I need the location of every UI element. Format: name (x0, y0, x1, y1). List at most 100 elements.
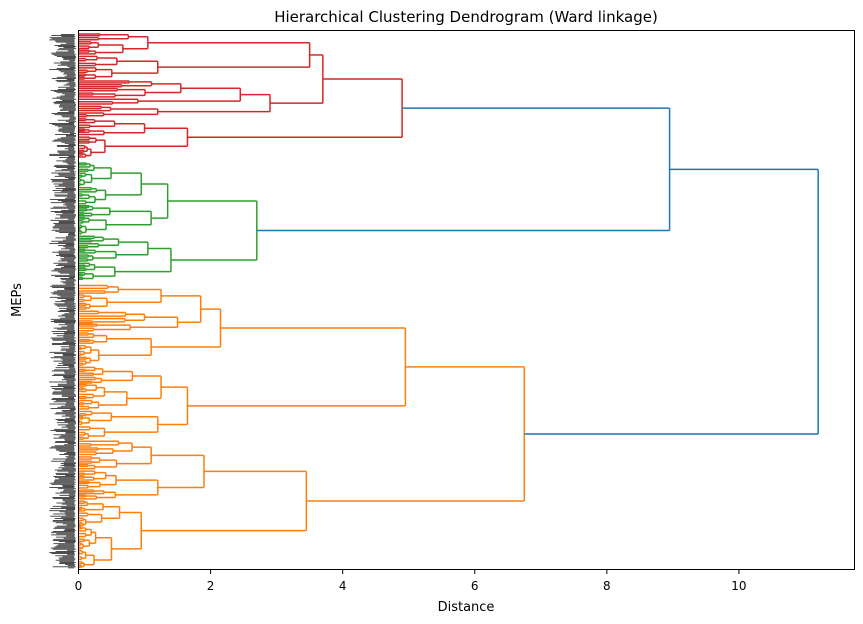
leaf-label-mark (58, 362, 76, 364)
leaf-label-mark (54, 442, 76, 443)
leaf-label-mark (53, 223, 76, 224)
leaf-label-mark (57, 365, 75, 366)
leaf-label-mark (63, 364, 75, 365)
leaf-label-mark (61, 248, 76, 250)
leaf-label-mark (50, 408, 76, 409)
leaf-label-mark (53, 183, 75, 185)
leaf-label-mark (58, 478, 75, 480)
leaf-label-mark (69, 133, 76, 134)
leaf-label-mark (61, 410, 75, 411)
leaf-label-mark (65, 244, 75, 245)
leaf-label-mark (65, 247, 75, 249)
leaf-label-mark (58, 245, 75, 246)
leaf-label-mark (57, 173, 76, 175)
leaf-label-mark (68, 397, 75, 398)
leaf-label-mark (62, 116, 76, 118)
leaf-label-mark (54, 125, 75, 127)
leaf-label-mark (54, 164, 75, 166)
leaf-label-mark (57, 112, 75, 113)
leaf-label-mark (62, 556, 75, 558)
leaf-label-mark (61, 36, 76, 37)
leaf-label-mark (52, 505, 75, 507)
leaf-label-mark (68, 82, 76, 84)
leaf-label-mark (52, 97, 75, 99)
leaf-label-mark (53, 481, 76, 483)
leaf-label-mark (62, 93, 76, 95)
leaf-label-mark (49, 123, 75, 124)
leaf-label-mark (51, 240, 75, 242)
leaf-label-mark (63, 537, 76, 539)
leaf-label-mark (60, 463, 76, 464)
leaf-label-mark (63, 371, 76, 373)
leaf-label-mark (53, 291, 75, 293)
leaf-label-mark (58, 263, 76, 265)
leaf-label-mark (68, 111, 75, 112)
leaf-label-mark (66, 402, 75, 404)
leaf-label-mark (58, 86, 75, 88)
leaf-label-mark (66, 196, 76, 198)
leaf-label-mark (67, 549, 75, 551)
leaf-label-mark (56, 160, 75, 162)
leaf-label-mark (54, 114, 75, 116)
leaf-label-mark (62, 131, 75, 133)
leaf-label-mark (52, 124, 75, 125)
leaf-label-mark (63, 257, 76, 259)
leaf-label-mark (61, 191, 75, 193)
leaf-label-mark (66, 158, 75, 160)
leaf-label-mark (61, 141, 76, 143)
leaf-label-mark (57, 488, 76, 490)
leaf-label-mark (66, 382, 75, 384)
leaf-label-mark (62, 485, 75, 486)
leaf-label-mark (52, 392, 75, 394)
leaf-label-mark (56, 92, 76, 94)
leaf-label-mark (64, 288, 76, 289)
leaf-label-mark (50, 337, 76, 339)
leaf-label-mark (60, 61, 75, 63)
leaf-label-mark (53, 262, 76, 264)
leaf-label-mark (56, 41, 75, 43)
leaf-label-mark (52, 338, 75, 340)
leaf-label-mark (63, 530, 76, 531)
leaf-label-mark (64, 439, 75, 441)
leaf-label-mark (69, 171, 76, 173)
leaf-label-mark (51, 343, 76, 344)
leaf-label-mark (58, 307, 76, 309)
leaf-label-mark (66, 535, 75, 537)
leaf-label-mark (53, 498, 76, 499)
leaf-label-mark (67, 261, 76, 263)
leaf-label-mark (54, 369, 76, 371)
leaf-label-mark (69, 277, 76, 278)
leaf-label-mark (54, 353, 75, 354)
leaf-label-mark (59, 272, 75, 274)
leaf-label-mark (57, 89, 76, 90)
leaf-label-mark (61, 426, 76, 428)
leaf-label-mark (60, 216, 76, 218)
leaf-label-mark (60, 71, 75, 73)
leaf-label-mark (54, 322, 76, 323)
leaf-label-mark (53, 303, 76, 305)
leaf-label-mark (55, 101, 75, 102)
leaf-label-mark (57, 294, 76, 296)
leaf-label-mark (57, 150, 76, 152)
leaf-label-mark (63, 47, 75, 48)
leaf-label-mark (69, 368, 76, 370)
leaf-label-mark (62, 182, 75, 184)
leaf-label-mark (60, 465, 76, 466)
leaf-label-mark (65, 433, 76, 435)
leaf-label-mark (63, 73, 76, 75)
leaf-label-mark (66, 452, 76, 453)
leaf-label-mark (68, 471, 75, 473)
leaf-label-mark (60, 63, 75, 65)
leaf-label-mark (58, 70, 76, 72)
x-tick-label: 10 (731, 579, 746, 593)
leaf-label-mark (63, 387, 75, 388)
leaf-label-mark (51, 113, 75, 114)
leaf-label-mark (56, 68, 76, 69)
leaf-label-mark (54, 518, 76, 519)
leaf-label-mark (61, 279, 76, 281)
leaf-label-mark (56, 502, 75, 504)
leaf-label-mark (61, 507, 76, 508)
leaf-label-mark (60, 43, 75, 45)
leaf-label-mark (54, 479, 76, 481)
leaf-label-mark (63, 336, 75, 338)
